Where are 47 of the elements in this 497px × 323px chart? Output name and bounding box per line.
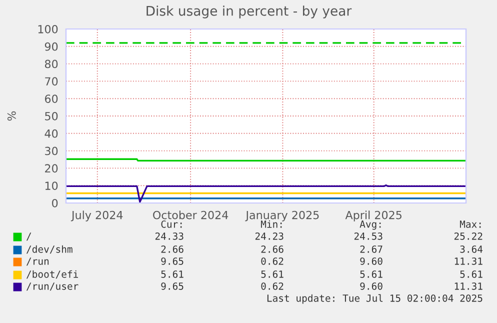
y-tick-label: 10 xyxy=(45,182,58,190)
y-tick-label: 0 xyxy=(52,198,58,208)
text: Cur: xyxy=(161,220,182,228)
text: Last update: Tue Jul 15 02:00:04 2025 xyxy=(267,294,482,304)
text: 9.60 xyxy=(360,282,382,290)
legend-label: / xyxy=(26,232,32,241)
text: 9.65 xyxy=(161,282,184,290)
y-tick-label: 50 xyxy=(45,112,58,120)
text: 5.61 xyxy=(360,270,382,278)
text: 9.60 xyxy=(360,257,382,265)
y-tick-label: 20 xyxy=(45,164,58,173)
text: 5.61 xyxy=(460,270,482,278)
x-tick-label: October 2024 xyxy=(153,210,228,220)
text: 2.66 xyxy=(261,245,284,253)
x-tick-label: January 2025 xyxy=(245,210,319,222)
text: Min: xyxy=(260,220,282,228)
y-tick-label: 100 xyxy=(38,24,58,34)
y-tick-label: 30 xyxy=(45,146,58,156)
text: 11.31 xyxy=(454,282,482,290)
text: 11.31 xyxy=(454,257,482,265)
legend-label: /dev/shm xyxy=(26,245,72,254)
x-tick-label: April 2025 xyxy=(345,210,402,222)
y-tick-label: 70 xyxy=(45,77,58,86)
text: 24.23 xyxy=(255,232,284,240)
text: 5.61 xyxy=(161,270,184,278)
text: 0.62 xyxy=(261,282,284,290)
y-tick-label: 90 xyxy=(44,42,58,51)
text: 24.33 xyxy=(155,232,184,240)
y-tick-label: 80 xyxy=(44,60,58,68)
text: 9.65 xyxy=(161,257,184,265)
y-tick-label: 40 xyxy=(44,129,58,138)
legend-label: /run/user xyxy=(26,282,78,291)
text: Avg: xyxy=(360,220,381,230)
legend-label: /boot/efi xyxy=(26,270,78,279)
text: 5.61 xyxy=(261,270,284,278)
text: 2.66 xyxy=(161,245,184,253)
legend-label: /run xyxy=(26,258,49,266)
x-tick-label: July 2024 xyxy=(70,210,123,222)
y-axis-title: % xyxy=(7,111,16,121)
text: 24.53 xyxy=(354,232,382,240)
text: Max: xyxy=(460,220,481,228)
text: 3.64 xyxy=(460,245,483,253)
text: 0.62 xyxy=(261,257,284,265)
text: 2.67 xyxy=(360,245,382,253)
chart-title: Disk usage in percent - by year xyxy=(146,6,352,18)
text: 25.22 xyxy=(454,232,482,240)
y-tick-label: 60 xyxy=(45,94,58,103)
